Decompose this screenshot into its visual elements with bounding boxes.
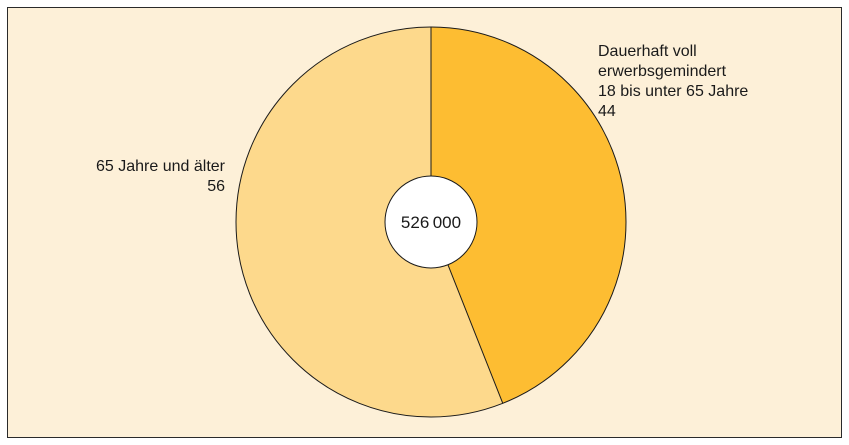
slice-label-1-line-0: 65 Jahre und älter [96,158,226,175]
center-total-label: 526 000 [401,213,461,232]
pie-slice-1 [236,27,503,417]
pie-outline [235,26,627,418]
slice-value-label-1: 56 [207,178,225,195]
center-hole [384,175,478,269]
slice-label-0-line-2: 18 bis unter 65 Jahre [598,83,748,100]
pie-slices [236,27,627,417]
slice-value-label-0: 44 [598,103,616,120]
pie-slice-0 [431,27,627,404]
slice-label-0-line-1: erwerbsgemindert [598,63,727,80]
slice-label-0: Dauerhaft voll erwerbsgemindert 18 bis u… [598,43,748,120]
slice-label-0-line-0: Dauerhaft voll [598,43,697,60]
slice-label-1: 65 Jahre und älter 56 [96,158,226,195]
